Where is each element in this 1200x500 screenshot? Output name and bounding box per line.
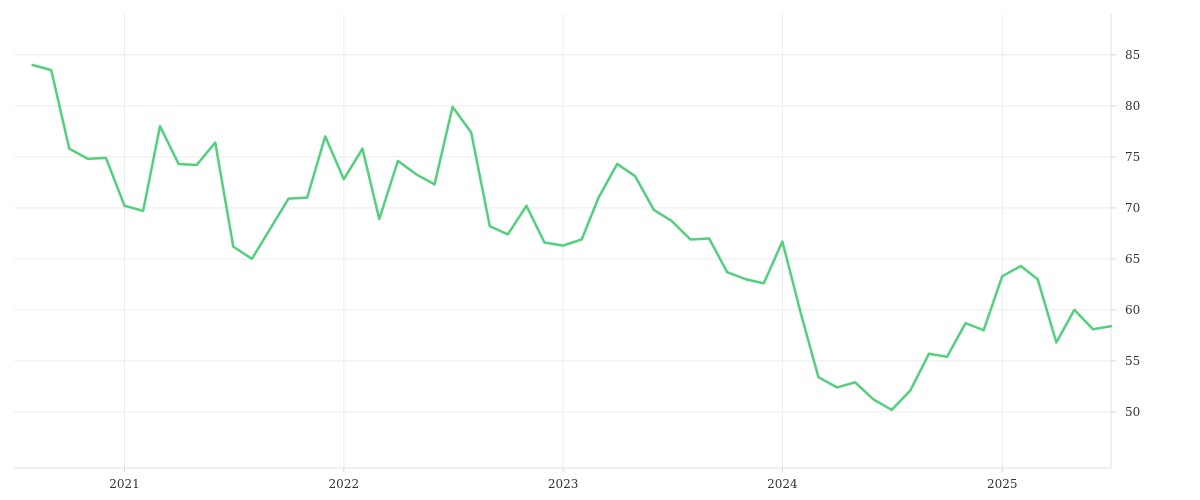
y-tick-label: 65 <box>1125 252 1140 266</box>
y-tick-label: 80 <box>1125 99 1140 113</box>
y-axis-ticks: 50 55 60 65 70 75 80 85 <box>1111 48 1140 419</box>
grid-lines <box>14 14 1111 468</box>
x-tick-label: 2024 <box>767 477 798 491</box>
x-tick-label: 2022 <box>329 477 360 491</box>
y-tick-label: 85 <box>1125 48 1140 62</box>
y-tick-label: 60 <box>1125 303 1140 317</box>
y-tick-label: 75 <box>1125 150 1140 164</box>
y-tick-label: 50 <box>1125 405 1140 419</box>
x-tick-label: 2023 <box>548 477 579 491</box>
x-tick-label: 2021 <box>109 477 140 491</box>
series-line <box>31 63 1113 412</box>
x-axis-ticks: 2021 2022 2023 2024 2025 <box>109 468 1018 491</box>
y-tick-label: 70 <box>1125 201 1140 215</box>
y-tick-label: 55 <box>1125 354 1140 368</box>
x-tick-label: 2025 <box>987 477 1018 491</box>
